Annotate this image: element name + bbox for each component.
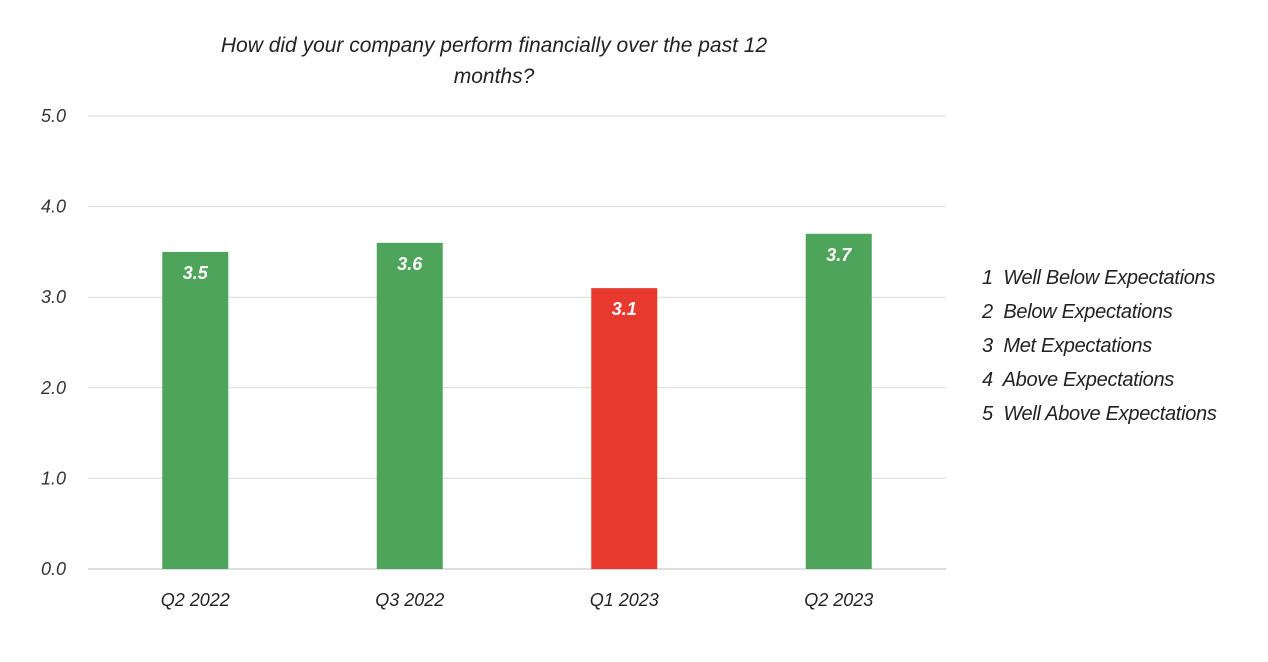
chart-title-line: months? — [454, 65, 535, 88]
x-category-label: Q1 2023 — [590, 590, 659, 610]
chart-title: How did your company perform financially… — [221, 34, 768, 88]
y-tick-label: 1.0 — [41, 468, 66, 488]
legend-item: 4 Above Expectations — [982, 369, 1174, 391]
bars — [162, 233, 872, 569]
legend-item: 1 Well Below Expectations — [982, 267, 1215, 289]
x-category-label: Q3 2022 — [375, 590, 444, 610]
bar-value-label: 3.6 — [397, 254, 423, 274]
bar — [805, 233, 872, 569]
bar — [591, 288, 658, 569]
x-category-label: Q2 2023 — [804, 590, 873, 610]
legend-item: 5 Well Above Expectations — [982, 403, 1217, 425]
y-tick-label: 0.0 — [41, 559, 66, 579]
chart-title-line: How did your company perform financially… — [221, 34, 768, 57]
bar — [376, 242, 443, 569]
y-tick-label: 4.0 — [41, 197, 66, 217]
legend-item: 3 Met Expectations — [982, 335, 1152, 357]
bar — [162, 251, 229, 569]
y-axis-ticks: 0.0 1.0 2.0 3.0 4.0 5.0 — [40, 106, 66, 579]
y-tick-label: 2.0 — [40, 378, 66, 398]
legend-item: 2 Below Expectations — [981, 301, 1173, 323]
grid-lines — [88, 115, 946, 570]
y-tick-label: 5.0 — [41, 106, 66, 126]
x-axis-categories: Q2 2022 Q3 2022 Q1 2023 Q2 2023 — [161, 590, 874, 610]
y-tick-label: 3.0 — [41, 287, 66, 307]
bar-value-label: 3.7 — [826, 245, 852, 265]
legend: 1 Well Below Expectations 2 Below Expecta… — [981, 267, 1217, 425]
x-category-label: Q2 2022 — [161, 590, 230, 610]
bar-value-label: 3.1 — [612, 299, 637, 319]
bar-value-label: 3.5 — [183, 263, 209, 283]
value-labels: 3.5 3.6 3.1 3.7 — [183, 245, 853, 319]
